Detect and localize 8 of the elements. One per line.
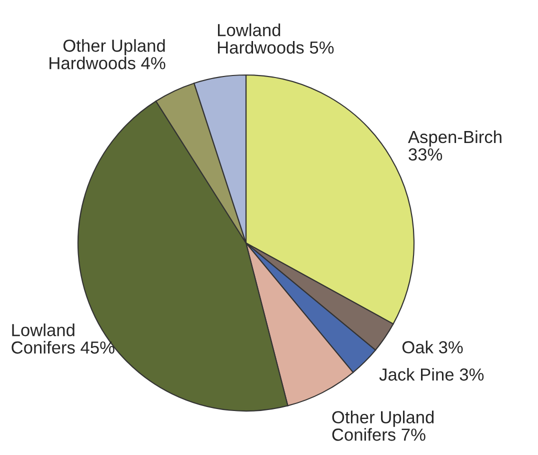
slice-label: Oak 3% xyxy=(402,340,463,354)
slice-label: Lowland Conifers 45% xyxy=(12,323,114,354)
slice-label: Aspen-Birch xyxy=(408,130,502,147)
data-label: 33% xyxy=(408,148,442,161)
slice-label: Other Upland Hardwoods 4% xyxy=(50,39,166,70)
slice-label: Lowland Hardwoods 5% xyxy=(218,24,334,54)
slice-label: Jack Pine 3% xyxy=(379,368,484,381)
slice-label: Other Upland Conifers 7% xyxy=(332,410,434,441)
